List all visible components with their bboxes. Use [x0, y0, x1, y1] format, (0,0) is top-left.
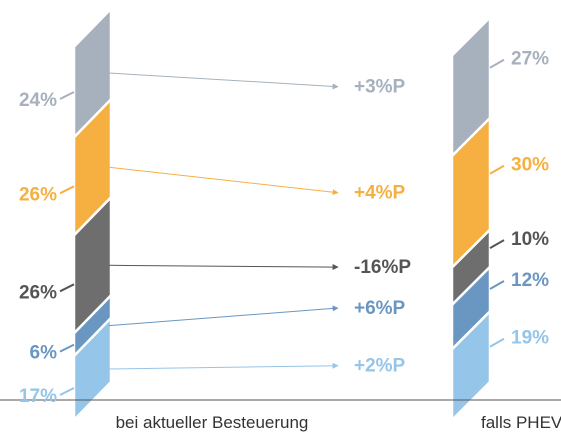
connectors-layer [108, 72, 339, 370]
value-leader-2-2 [489, 280, 505, 290]
bar-segment-2-5 [450, 14, 492, 159]
change-label-5: +3%P [354, 77, 406, 98]
value-label-2-3: 10% [511, 229, 549, 250]
value-label-2-4: 30% [511, 155, 549, 176]
category-label-2: falls PHEV [481, 413, 561, 432]
value-leader-1-3 [59, 283, 75, 293]
value-leader-2-4 [489, 164, 505, 175]
value-label-1-5: 24% [19, 90, 57, 111]
value-leader-2-5 [489, 58, 505, 69]
value-label-1-2: 6% [30, 343, 58, 364]
value-label-1-1: 17% [19, 386, 57, 407]
change-arrow-5 [108, 72, 339, 90]
value-leader-2-1 [489, 337, 505, 348]
value-label-2-2: 12% [511, 270, 549, 291]
change-label-2: +6%P [354, 298, 406, 319]
change-arrow-4 [108, 166, 339, 196]
value-label-1-3: 26% [19, 282, 57, 303]
bars-layer [72, 5, 492, 424]
category-label-1: bei aktueller Besteuerung [116, 413, 309, 432]
change-label-1: +2%P [354, 356, 406, 377]
value-leader-1-2 [59, 343, 75, 353]
value-leader-1-5 [59, 91, 75, 100]
change-arrow-2 [108, 305, 339, 327]
value-label-2-1: 19% [511, 328, 549, 349]
value-leader-1-1 [59, 387, 75, 396]
change-arrow-3 [108, 264, 339, 271]
change-arrow-1 [108, 362, 339, 370]
value-leader-1-4 [59, 185, 75, 195]
bar-segment-1-5 [72, 5, 113, 141]
value-label-1-4: 26% [19, 184, 57, 205]
change-label-3: -16%P [354, 257, 411, 278]
value-leader-2-3 [489, 239, 505, 249]
change-label-4: +4%P [354, 183, 406, 204]
labels-layer: +2%P +6%P -16%P +4%P +3%P 17% 6% 26% 26% 24% 19% 12… [19, 49, 549, 407]
value-label-2-5: 27% [511, 49, 549, 70]
